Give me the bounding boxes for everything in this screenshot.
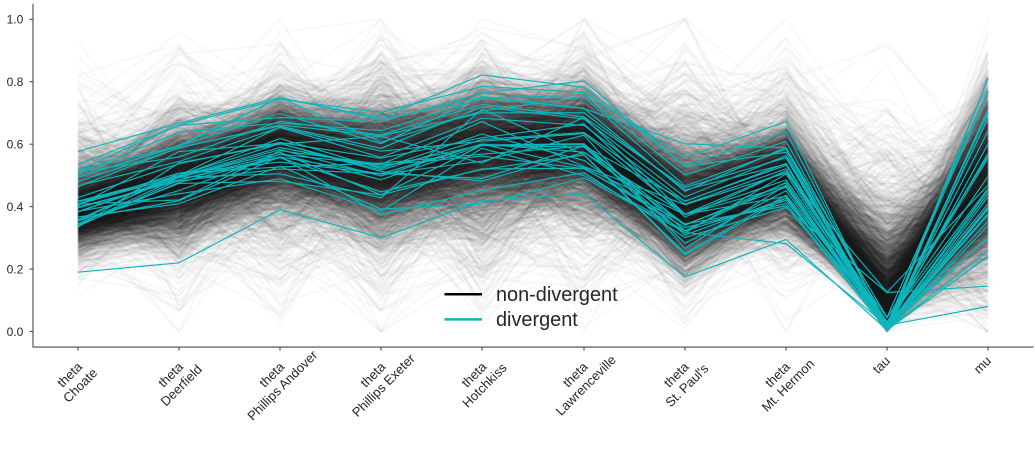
svg-text:0.4: 0.4 bbox=[7, 200, 24, 214]
svg-text:non-divergent: non-divergent bbox=[496, 284, 618, 306]
svg-text:0.8: 0.8 bbox=[7, 75, 24, 89]
svg-text:0.2: 0.2 bbox=[7, 262, 24, 276]
svg-text:divergent: divergent bbox=[496, 309, 578, 331]
svg-text:0.0: 0.0 bbox=[7, 325, 24, 339]
svg-text:1.0: 1.0 bbox=[7, 13, 24, 27]
svg-text:0.6: 0.6 bbox=[7, 138, 24, 152]
